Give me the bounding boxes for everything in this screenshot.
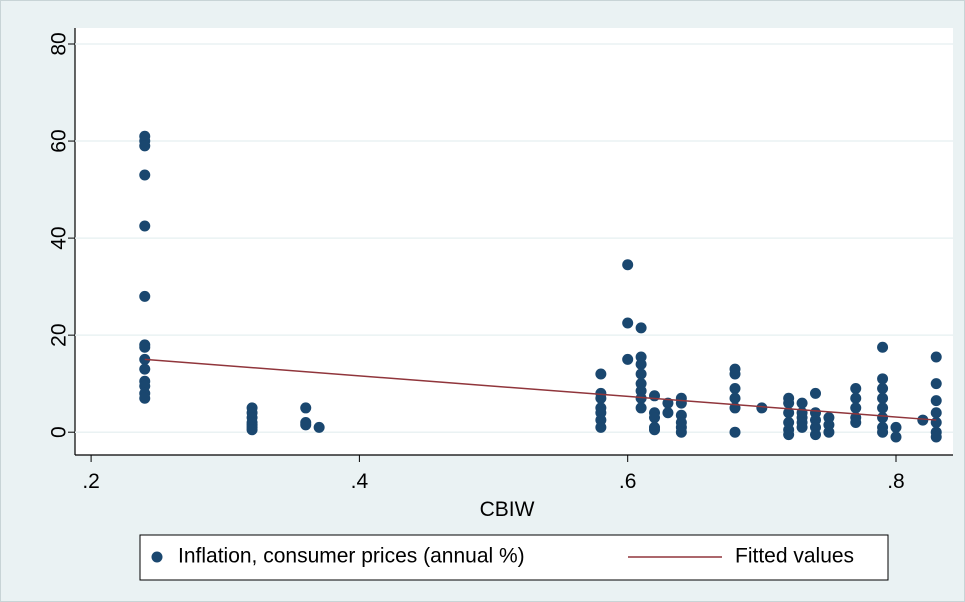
x-tick-label: .4 [351,470,369,493]
scatter-point [139,220,151,232]
scatter-point [139,169,151,181]
scatter-point [622,259,634,271]
scatter-point [930,416,942,428]
scatter-point [877,402,889,414]
scatter-point [890,421,902,433]
scatter-point [850,402,862,414]
scatter-point [729,383,741,395]
scatter-point [595,392,607,404]
scatter-point [930,431,942,443]
scatter-point [675,397,687,409]
scatter-point [877,392,889,404]
scatter-point [890,431,902,443]
scatter-point [809,429,821,441]
scatter-point [635,358,647,370]
scatter-point [930,407,942,419]
scatter-point [649,424,661,436]
scatter-point [139,363,151,375]
scatter-point [850,383,862,395]
scatter-point [796,421,808,433]
scatter-point [139,392,151,404]
fitted-line [144,358,937,421]
scatter-point [635,368,647,380]
scatter-point [729,392,741,404]
scatter-point [662,407,674,419]
scatter-point [729,368,741,380]
y-tick-label: 60 [48,129,71,152]
x-axis-label: CBIW [480,498,535,521]
scatter-point [877,412,889,424]
scatter-point [930,351,942,363]
scatter-point [877,341,889,353]
scatter-point [139,140,151,152]
scatter-point [649,412,661,424]
scatter-point [877,426,889,438]
scatter-point [635,322,647,334]
scatter-point [729,426,741,438]
scatter-point [595,368,607,380]
scatter-point [783,429,795,441]
scatter-point [796,397,808,409]
scatter-point [313,421,325,433]
scatter-point [930,378,942,390]
scatter-point [930,395,942,407]
y-tick-label: 0 [48,426,71,438]
scatter-point [850,416,862,428]
x-tick-label: .2 [82,470,100,493]
scatter-point [635,392,647,404]
scatter-point [246,424,258,436]
scatter-point [139,290,151,302]
scatter-point [595,421,607,433]
scatter-point [756,402,768,414]
scatter-point [622,353,634,365]
scatter-point [139,341,151,353]
scatter-point [783,397,795,409]
scatter-point [877,373,889,385]
y-tick-label: 20 [48,323,71,346]
scatter-point [783,407,795,419]
scatter-point [635,402,647,414]
x-tick-label: .8 [887,470,905,493]
legend-label: Fitted values [735,545,854,568]
scatter-point [877,383,889,395]
y-tick-label: 80 [48,32,71,55]
legend-marker [151,551,163,563]
legend [139,534,889,581]
x-tick-label: .6 [619,470,637,493]
scatter-point [823,426,835,438]
scatter-point [300,402,312,414]
scatter-point [850,392,862,404]
y-tick-label: 40 [48,226,71,249]
scatter-point [300,419,312,431]
plot-area [75,28,953,455]
scatter-point [809,387,821,399]
scatter-point [675,426,687,438]
scatter-point [622,317,634,329]
legend-label: Inflation, consumer prices (annual %) [178,545,525,568]
scatter-point [917,414,929,426]
scatter-point [649,390,661,402]
